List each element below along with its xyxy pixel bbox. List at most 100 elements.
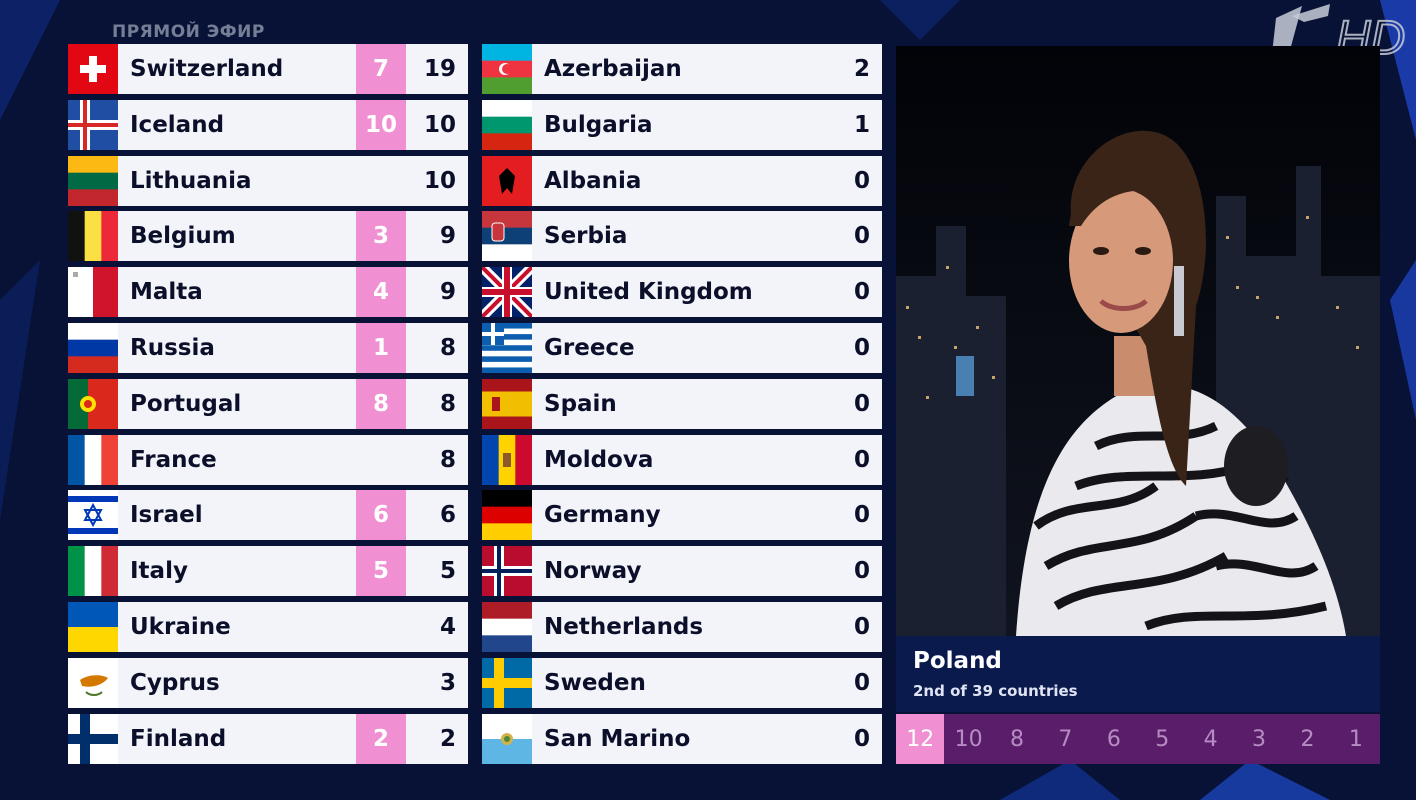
scoreboard-row: Russia 1 8 [68,322,468,373]
points-value-7: 7 [1058,726,1073,752]
points-value-1: 1 [1348,726,1363,752]
country-name: Italy [130,558,188,585]
france-flag [68,434,118,485]
moldova-flag [482,434,532,485]
country-name: Malta [130,279,203,306]
total-points: 8 [439,334,456,361]
israel-flag [68,490,118,541]
points-value-2: 2 [1300,726,1315,752]
points-awarded: 7 [356,44,406,94]
total-points: 8 [439,446,456,473]
total-points: 0 [853,446,870,473]
scoreboard-row: Albania 0 [482,155,882,206]
points-awarded: 6 [356,490,406,541]
scoreboard-row: United Kingdom 0 [482,267,882,318]
albania-flag [482,155,532,206]
country-name: Bulgaria [544,111,653,138]
voting-country-name: Poland [913,648,1002,674]
total-points: 10 [423,167,456,194]
spokesperson-video [896,46,1380,636]
points-value-10: 10 [954,726,983,752]
scoreboard-row: Italy 5 5 [68,546,468,597]
scoreboard-row: Greece 0 [482,322,882,373]
scoreboard-row: Moldova 0 [482,434,882,485]
total-points: 3 [439,669,456,696]
total-points: 0 [853,279,870,306]
points-value-5: 5 [1155,726,1170,752]
belgium-flag [68,211,118,262]
total-points: 0 [853,725,870,752]
points-awarded: 5 [356,546,406,597]
scoreboard-row: San Marino 0 [482,713,882,764]
italy-flag [68,546,118,597]
country-name: Albania [544,167,642,194]
portugal-flag [68,378,118,429]
country-name: Netherlands [544,613,704,640]
scoreboard-row: Iceland 10 10 [68,99,468,150]
points-awarded: 2 [356,713,406,764]
total-points: 9 [439,223,456,250]
scoreboard-row: Bulgaria 1 [482,99,882,150]
country-name: Israel [130,502,203,529]
points-awarded: 8 [356,378,406,429]
total-points: 9 [439,279,456,306]
live-broadcast-label: ПРЯМОЙ ЭФИР [112,22,265,42]
scoreboard-row: Cyprus 3 [68,657,468,708]
scoreboard-row: Spain 0 [482,378,882,429]
san-marino-flag [482,713,532,764]
country-name: Norway [544,558,642,585]
points-value-12: 12 [896,714,945,764]
points-awarded: 3 [356,211,406,262]
points-value-8: 8 [1010,726,1025,752]
points-awarded: 4 [356,267,406,318]
scoreboard-row: Switzerland 7 19 [68,44,468,94]
total-points: 5 [439,558,456,585]
country-name: Cyprus [130,669,220,696]
norway-flag [482,546,532,597]
total-points: 0 [853,390,870,417]
country-name: Spain [544,390,617,417]
scoreboard-row: Norway 0 [482,546,882,597]
scoreboard-row: Belgium 3 9 [68,211,468,262]
scoreboard-left-column: Switzerland 7 19 Iceland 10 10 Lithuania 10 Belg… [68,44,468,769]
scoreboard-row: Malta 4 9 [68,267,468,318]
malta-flag [68,267,118,318]
country-name: Azerbaijan [544,56,682,82]
points-value-3: 3 [1252,726,1267,752]
scoreboard-row: France 8 [68,434,468,485]
total-points: 19 [423,56,456,82]
scoreboard-right-column: Azerbaijan 2 Bulgaria 1 Albania 0 Serbia 0 Unite… [482,44,882,769]
scoreboard-row: Portugal 8 8 [68,378,468,429]
country-name: San Marino [544,725,691,752]
finland-flag [68,713,118,764]
united-kingdom-flag [482,267,532,318]
country-name: Iceland [130,111,225,138]
country-name: Sweden [544,669,646,696]
country-name: Finland [130,725,227,752]
sweden-flag [482,657,532,708]
total-points: 0 [853,223,870,250]
scoreboard-row: Netherlands 0 [482,601,882,652]
country-name: Belgium [130,223,236,250]
total-points: 6 [439,502,456,529]
scoreboard-row: Lithuania 10 [68,155,468,206]
total-points: 1 [853,111,870,138]
serbia-flag [482,211,532,262]
scoreboard-row: Serbia 0 [482,211,882,262]
switzerland-flag [68,44,118,94]
country-name: Portugal [130,390,242,417]
total-points: 4 [439,613,456,640]
total-points: 0 [853,334,870,361]
total-points: 0 [853,502,870,529]
points-bar: 12 10 8 7 6 5 4 3 2 1 [896,714,1380,764]
total-points: 10 [423,111,456,138]
total-points: 0 [853,558,870,585]
scoreboard-row: Sweden 0 [482,657,882,708]
country-name: Lithuania [130,167,252,194]
bulgaria-flag [482,99,532,150]
scoreboard-row: Ukraine 4 [68,601,468,652]
greece-flag [482,322,532,373]
country-name: Germany [544,502,661,529]
total-points: 2 [853,56,870,82]
country-name: Serbia [544,223,628,250]
